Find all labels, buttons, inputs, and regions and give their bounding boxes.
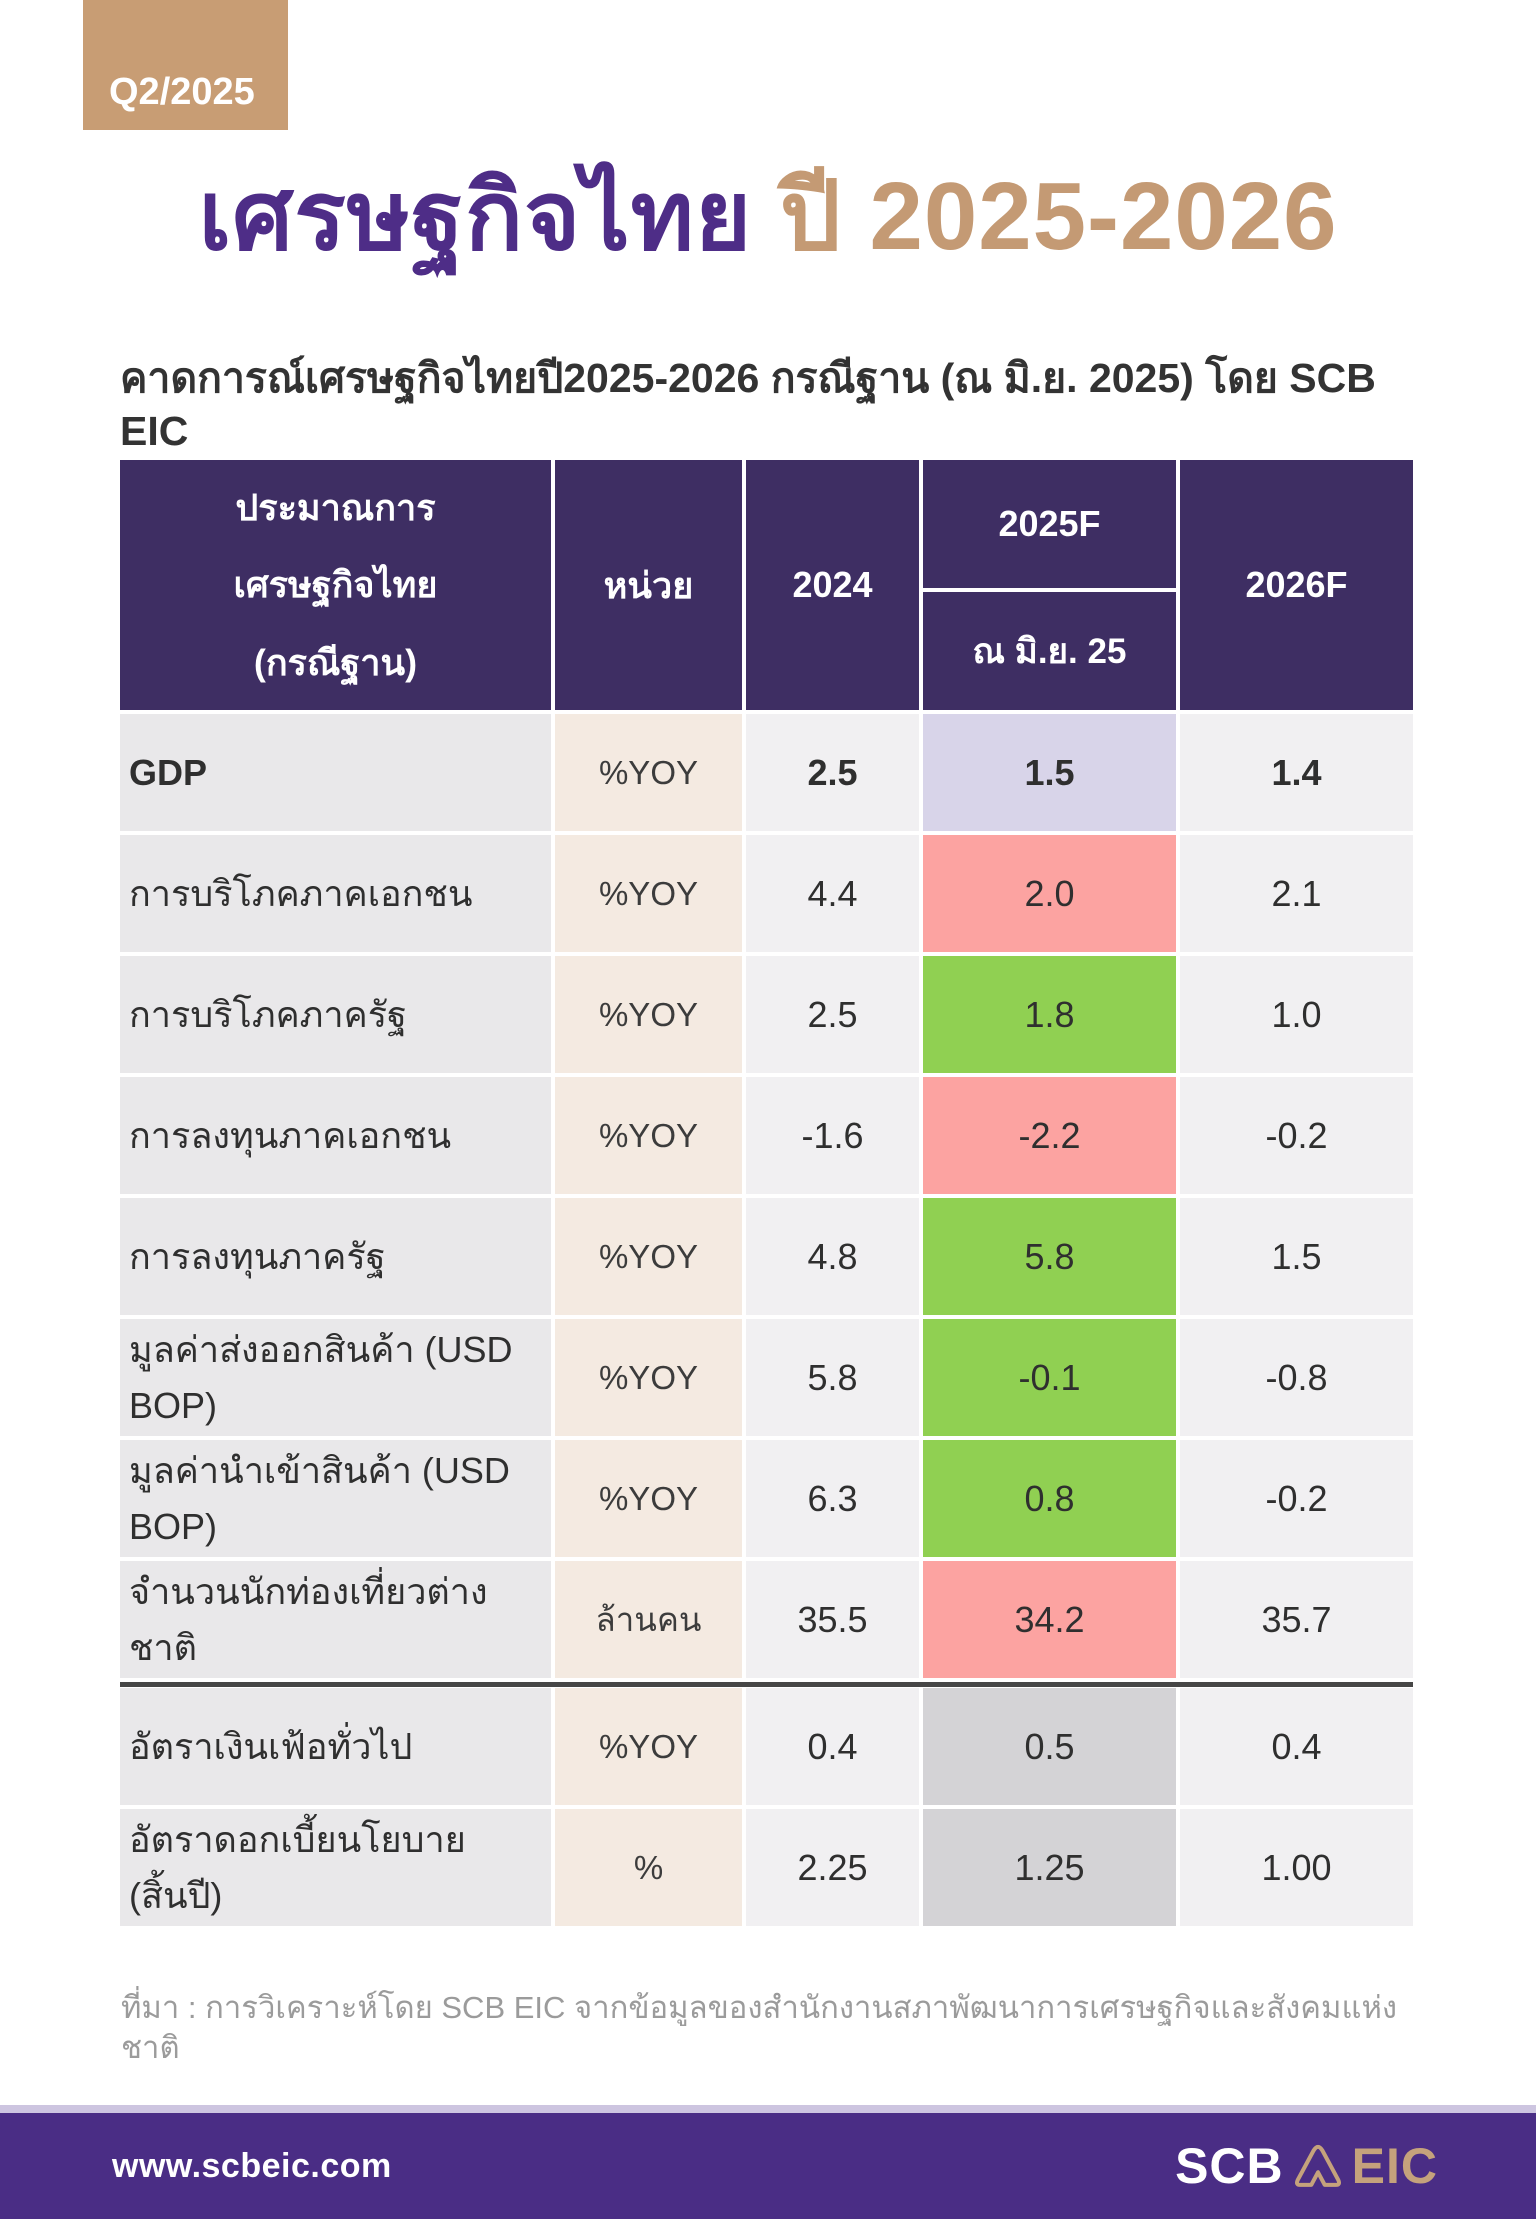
quarter-badge-label: Q2/2025 (109, 71, 255, 113)
footer: www.scbeic.com SCB EIC (0, 2105, 1536, 2219)
value-2024-cell: 0.4 (746, 1688, 919, 1805)
row-label-cell: การบริโภคภาครัฐ (120, 956, 551, 1073)
page-title-main: เศรษฐกิจไทย (198, 163, 753, 270)
table-row: จำนวนนักท่องเที่ยวต่างชาติ ล้านคน 35.5 34.2… (120, 1561, 1413, 1678)
table-row: การบริโภคภาคเอกชน %YOY 4.4 2.0 2.1 (120, 835, 1413, 952)
row-label-cell: มูลค่าส่งออกสินค้า (USD BOP) (120, 1319, 551, 1436)
unit-cell: %YOY (555, 956, 742, 1073)
value-2024-cell: 2.25 (746, 1809, 919, 1926)
unit-cell: %YOY (555, 1319, 742, 1436)
table-header-row: ประมาณการ เศรษฐกิจไทย (กรณีฐาน) หน่วย 20… (120, 460, 1413, 710)
value-2025f-cell: 1.5 (923, 714, 1176, 831)
value-2024-cell: 4.4 (746, 835, 919, 952)
unit-cell: %YOY (555, 714, 742, 831)
value-2024-cell: -1.6 (746, 1077, 919, 1194)
value-2024-cell: 2.5 (746, 714, 919, 831)
table-row: การบริโภคภาครัฐ %YOY 2.5 1.8 1.0 (120, 956, 1413, 1073)
logo-eic-text: EIC (1351, 2138, 1438, 2194)
unit-cell: %YOY (555, 1077, 742, 1194)
unit-cell: %YOY (555, 835, 742, 952)
value-2026f-cell: -0.2 (1180, 1077, 1413, 1194)
unit-cell: %YOY (555, 1440, 742, 1557)
scb-shield-icon (1291, 2139, 1345, 2193)
value-2026f-cell: 1.5 (1180, 1198, 1413, 1315)
row-label-cell: การบริโภคภาคเอกชน (120, 835, 551, 952)
page-title-accent: ปี 2025-2026 (779, 163, 1338, 270)
unit-cell: % (555, 1809, 742, 1926)
row-label-cell: อัตราดอกเบี้ยนโยบาย (สิ้นปี) (120, 1809, 551, 1926)
header-indicator: ประมาณการ เศรษฐกิจไทย (กรณีฐาน) (120, 460, 551, 710)
row-label-cell: GDP (120, 714, 551, 831)
header-2025f-asof: ณ มิ.ย. 25 (923, 592, 1176, 710)
quarter-badge: Q2/2025 (83, 0, 288, 130)
value-2025f-cell: -0.1 (923, 1319, 1176, 1436)
value-2025f-cell: -2.2 (923, 1077, 1176, 1194)
page-title: เศรษฐกิจไทย ปี 2025-2026 (0, 152, 1536, 282)
row-label-cell: จำนวนนักท่องเที่ยวต่างชาติ (120, 1561, 551, 1678)
value-2025f-cell: 0.8 (923, 1440, 1176, 1557)
value-2025f-cell: 0.5 (923, 1688, 1176, 1805)
table-row: การลงทุนภาคเอกชน %YOY -1.6 -2.2 -0.2 (120, 1077, 1413, 1194)
value-2026f-cell: 1.00 (1180, 1809, 1413, 1926)
forecast-table: ประมาณการ เศรษฐกิจไทย (กรณีฐาน) หน่วย 20… (120, 460, 1413, 1926)
value-2024-cell: 4.8 (746, 1198, 919, 1315)
footer-bar: www.scbeic.com SCB EIC (0, 2113, 1536, 2219)
subtitle: คาดการณ์เศรษฐกิจไทยปี2025-2026 กรณีฐาน (… (120, 355, 1376, 455)
table-row: GDP %YOY 2.5 1.5 1.4 (120, 714, 1413, 831)
footer-top-line (0, 2105, 1536, 2113)
header-unit: หน่วย (555, 460, 742, 710)
value-2025f-cell: 5.8 (923, 1198, 1176, 1315)
table-row: การลงทุนภาครัฐ %YOY 4.8 5.8 1.5 (120, 1198, 1413, 1315)
header-2024: 2024 (746, 460, 919, 710)
value-2026f-cell: 1.4 (1180, 714, 1413, 831)
value-2026f-cell: 2.1 (1180, 835, 1413, 952)
value-2026f-cell: -0.8 (1180, 1319, 1413, 1436)
value-2025f-cell: 1.8 (923, 956, 1176, 1073)
row-label-cell: การลงทุนภาคเอกชน (120, 1077, 551, 1194)
value-2024-cell: 6.3 (746, 1440, 919, 1557)
value-2026f-cell: 0.4 (1180, 1688, 1413, 1805)
unit-cell: %YOY (555, 1198, 742, 1315)
value-2024-cell: 5.8 (746, 1319, 919, 1436)
unit-cell: %YOY (555, 1688, 742, 1805)
row-label-cell: มูลค่านำเข้าสินค้า (USD BOP) (120, 1440, 551, 1557)
table-row: อัตราเงินเฟ้อทั่วไป %YOY 0.4 0.5 0.4 (120, 1688, 1413, 1805)
value-2025f-cell: 1.25 (923, 1809, 1176, 1926)
source-note: ที่มา : การวิเคราะห์โดย SCB EIC จากข้อมู… (121, 1990, 1398, 2066)
header-2025f-group: 2025F ณ มิ.ย. 25 (923, 460, 1176, 710)
table-row: อัตราดอกเบี้ยนโยบาย (สิ้นปี)% 2.25 1.25 1.0… (120, 1809, 1413, 1926)
scb-eic-logo: SCB EIC (1175, 2137, 1438, 2195)
row-label-cell: อัตราเงินเฟ้อทั่วไป (120, 1688, 551, 1805)
row-label-cell: การลงทุนภาครัฐ (120, 1198, 551, 1315)
value-2026f-cell: 1.0 (1180, 956, 1413, 1073)
value-2026f-cell: -0.2 (1180, 1440, 1413, 1557)
value-2024-cell: 2.5 (746, 956, 919, 1073)
footer-url: www.scbeic.com (112, 2146, 392, 2185)
table-row: มูลค่าส่งออกสินค้า (USD BOP) %YOY 5.8 -0.1-… (120, 1319, 1413, 1436)
table-row: มูลค่านำเข้าสินค้า (USD BOP) %YOY 6.3 0.8 -0… (120, 1440, 1413, 1557)
value-2025f-cell: 2.0 (923, 835, 1176, 952)
value-2026f-cell: 35.7 (1180, 1561, 1413, 1678)
header-2026f: 2026F (1180, 460, 1413, 710)
dark-separator (120, 1682, 1413, 1687)
header-2025f-divider (923, 588, 1176, 592)
value-2024-cell: 35.5 (746, 1561, 919, 1678)
value-2025f-cell: 34.2 (923, 1561, 1176, 1678)
logo-scb-text: SCB (1175, 2138, 1284, 2194)
header-2025f: 2025F (923, 460, 1176, 588)
unit-cell: ล้านคน (555, 1561, 742, 1678)
table-body: GDP %YOY 2.5 1.5 1.4 การบริโภคภาคเอกชน %YOY 4.4… (120, 714, 1413, 1926)
